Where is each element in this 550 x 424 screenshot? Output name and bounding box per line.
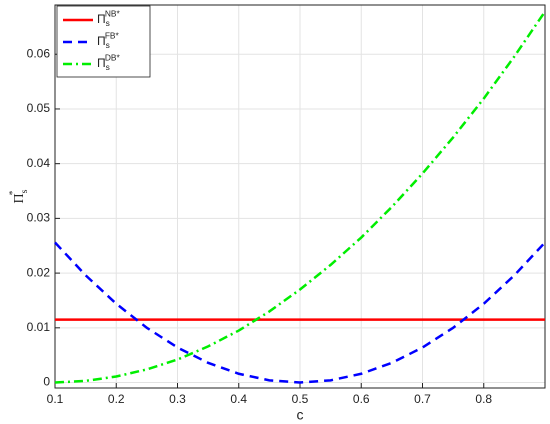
legend-box xyxy=(56,5,151,78)
x-tick-label: 0.7 xyxy=(414,392,431,406)
y-tick-label: 0.01 xyxy=(27,320,51,334)
series-line xyxy=(54,241,546,384)
y-tick-label: 0.02 xyxy=(27,265,51,279)
y-tick-label: 0.06 xyxy=(27,46,51,60)
y-tick-label: 0.04 xyxy=(27,156,51,170)
x-tick-label: 0.5 xyxy=(292,392,309,406)
y-tick-label: 0.05 xyxy=(27,101,51,115)
x-tick-label: 0.8 xyxy=(475,392,492,406)
legend-label: ΠsFB* xyxy=(97,31,120,51)
x-tick-label: 0.1 xyxy=(47,392,64,406)
series-line xyxy=(54,10,547,384)
x-tick-label: 0.2 xyxy=(108,392,125,406)
x-axis-label: c xyxy=(297,407,304,423)
x-tick-label: 0.4 xyxy=(230,392,247,406)
y-axis-label: Πs* xyxy=(8,189,30,203)
x-tick-label: 0.6 xyxy=(353,392,370,406)
y-tick-label: 0 xyxy=(43,375,50,389)
x-tick-label: 0.3 xyxy=(169,392,186,406)
plot-frame xyxy=(54,4,546,389)
legend-label: ΠsNB* xyxy=(97,9,120,29)
y-tick-label: 0.03 xyxy=(27,211,51,225)
legend-label: ΠsDB* xyxy=(97,53,120,73)
